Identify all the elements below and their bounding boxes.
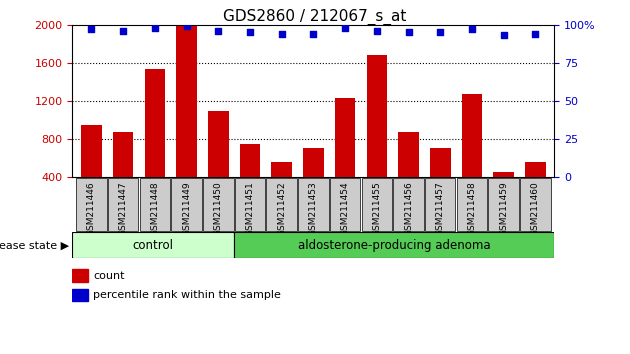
Text: GSM211453: GSM211453 <box>309 181 318 236</box>
Point <box>403 29 413 35</box>
Text: GSM211457: GSM211457 <box>436 181 445 236</box>
Point <box>308 31 318 37</box>
Text: GSM211458: GSM211458 <box>467 181 476 236</box>
FancyBboxPatch shape <box>76 178 106 231</box>
Text: GSM211454: GSM211454 <box>341 181 350 236</box>
Bar <box>398 132 419 215</box>
Text: percentile rank within the sample: percentile rank within the sample <box>93 290 281 300</box>
Text: GSM211446: GSM211446 <box>87 181 96 236</box>
FancyBboxPatch shape <box>330 178 360 231</box>
Point <box>118 28 129 34</box>
Text: GSM211459: GSM211459 <box>499 181 508 236</box>
Text: GSM211456: GSM211456 <box>404 181 413 236</box>
Point <box>150 25 160 31</box>
Point <box>181 23 192 29</box>
Bar <box>303 148 324 215</box>
Text: GSM211452: GSM211452 <box>277 181 286 236</box>
Text: GSM211460: GSM211460 <box>531 181 540 236</box>
Text: GDS2860 / 212067_s_at: GDS2860 / 212067_s_at <box>223 9 407 25</box>
Bar <box>335 98 355 215</box>
Bar <box>144 69 165 215</box>
FancyBboxPatch shape <box>203 178 234 231</box>
FancyBboxPatch shape <box>520 178 551 231</box>
Point <box>245 29 255 35</box>
Bar <box>272 162 292 215</box>
Bar <box>81 125 102 215</box>
Bar <box>367 55 387 215</box>
Text: GSM211447: GSM211447 <box>118 181 128 236</box>
Text: GSM211450: GSM211450 <box>214 181 223 236</box>
Bar <box>462 94 483 215</box>
Text: count: count <box>93 270 125 281</box>
Bar <box>72 289 88 301</box>
Point <box>214 28 224 34</box>
Bar <box>430 148 450 215</box>
Bar <box>208 112 229 215</box>
FancyBboxPatch shape <box>425 178 455 231</box>
Point <box>467 27 477 32</box>
Bar <box>113 132 134 215</box>
Point <box>277 31 287 37</box>
Text: GSM211449: GSM211449 <box>182 181 191 236</box>
FancyBboxPatch shape <box>266 178 297 231</box>
FancyBboxPatch shape <box>457 178 487 231</box>
Text: GSM211455: GSM211455 <box>372 181 381 236</box>
Text: disease state ▶: disease state ▶ <box>0 240 69 250</box>
FancyBboxPatch shape <box>235 178 265 231</box>
Point <box>498 33 508 38</box>
Point <box>86 27 96 32</box>
FancyBboxPatch shape <box>488 178 519 231</box>
Bar <box>72 232 234 258</box>
Bar <box>234 232 554 258</box>
Text: control: control <box>133 239 174 252</box>
FancyBboxPatch shape <box>362 178 392 231</box>
Text: GSM211451: GSM211451 <box>246 181 255 236</box>
FancyBboxPatch shape <box>140 178 170 231</box>
Text: aldosterone-producing adenoma: aldosterone-producing adenoma <box>298 239 491 252</box>
Bar <box>176 26 197 215</box>
Bar <box>525 162 546 215</box>
Bar <box>493 172 514 215</box>
FancyBboxPatch shape <box>171 178 202 231</box>
Text: GSM211448: GSM211448 <box>151 181 159 236</box>
Point <box>372 28 382 34</box>
Bar <box>72 269 88 282</box>
Point <box>435 29 445 35</box>
FancyBboxPatch shape <box>298 178 329 231</box>
Point <box>340 25 350 31</box>
Bar <box>239 144 260 215</box>
Point <box>530 31 541 37</box>
FancyBboxPatch shape <box>108 178 139 231</box>
FancyBboxPatch shape <box>393 178 424 231</box>
